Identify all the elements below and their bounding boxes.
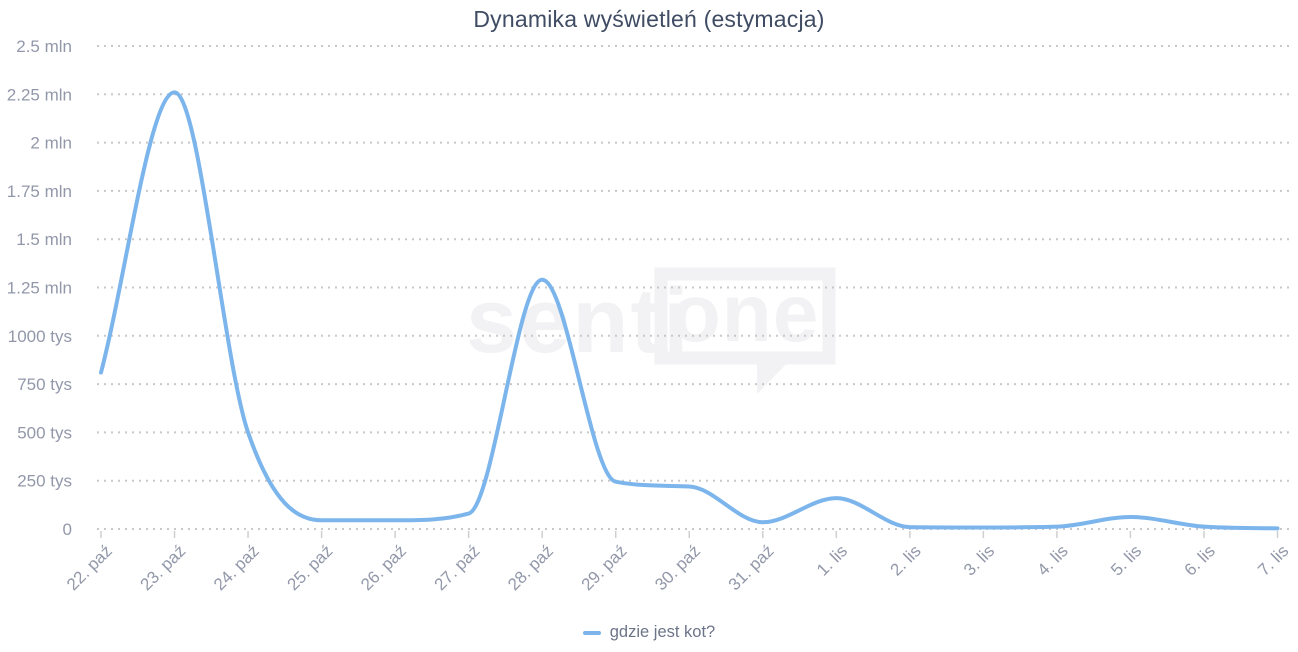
y-tick-label: 2 mln (30, 134, 72, 153)
series-line (99, 90, 1280, 531)
x-tick-label: 4. lis (1034, 541, 1072, 579)
x-tick-label: 22. paź (63, 541, 116, 594)
x-axis-ticks (100, 531, 1279, 538)
y-tick-label: 2.5 mln (16, 37, 72, 56)
chart-title: Dynamika wyświetleń (estymacja) (473, 6, 825, 32)
x-tick-label: 3. lis (960, 541, 998, 579)
y-tick-label: 1.5 mln (16, 230, 72, 249)
x-tick-label: 29. paź (578, 541, 631, 594)
y-tick-label: 500 tys (17, 423, 72, 442)
y-tick-label: 1.75 mln (7, 182, 72, 201)
x-tick-label: 23. paź (136, 541, 189, 594)
legend-item[interactable]: gdzie jest kot? (582, 623, 716, 642)
y-tick-label: 750 tys (17, 375, 72, 394)
x-tick-label: 7. lis (1254, 541, 1292, 579)
x-tick-label: 26. paź (357, 541, 410, 594)
y-tick-label: 1000 tys (8, 327, 72, 346)
x-tick-label: 27. paź (431, 541, 484, 594)
watermark-bubble-text: one (671, 268, 820, 359)
legend: gdzie jest kot? (0, 623, 1298, 642)
y-tick-label: 2.25 mln (7, 85, 72, 104)
x-tick-label: 6. lis (1181, 541, 1219, 579)
legend-line-marker-icon (582, 630, 601, 635)
y-tick-label: 1.25 mln (7, 279, 72, 298)
watermark-bubble-tail-icon (757, 354, 796, 394)
watermark-speech-bubble-icon (654, 267, 836, 365)
y-axis-labels: 0 250 tys 500 tys 750 tys 1000 tys 1.25 mln 1.… (7, 37, 72, 539)
x-axis-labels: 22. paź 23. paź 24. paź 25. paź 26. paź 27. p… (63, 541, 1292, 594)
x-tick-label: 1. lis (813, 541, 851, 579)
x-tick-label: 2. lis (887, 541, 925, 579)
x-tick-label: 5. lis (1107, 541, 1145, 579)
x-tick-label: 31. paź (725, 541, 778, 594)
y-tick-label: 0 (63, 520, 72, 539)
x-tick-label: 24. paź (210, 541, 263, 594)
legend-item-label: gdzie jest kot? (609, 623, 716, 641)
y-tick-label: 250 tys (17, 472, 72, 491)
x-tick-label: 28. paź (504, 541, 557, 594)
x-tick-label: 30. paź (651, 541, 704, 594)
x-tick-label: 25. paź (284, 541, 337, 594)
gridlines (97, 45, 1290, 530)
